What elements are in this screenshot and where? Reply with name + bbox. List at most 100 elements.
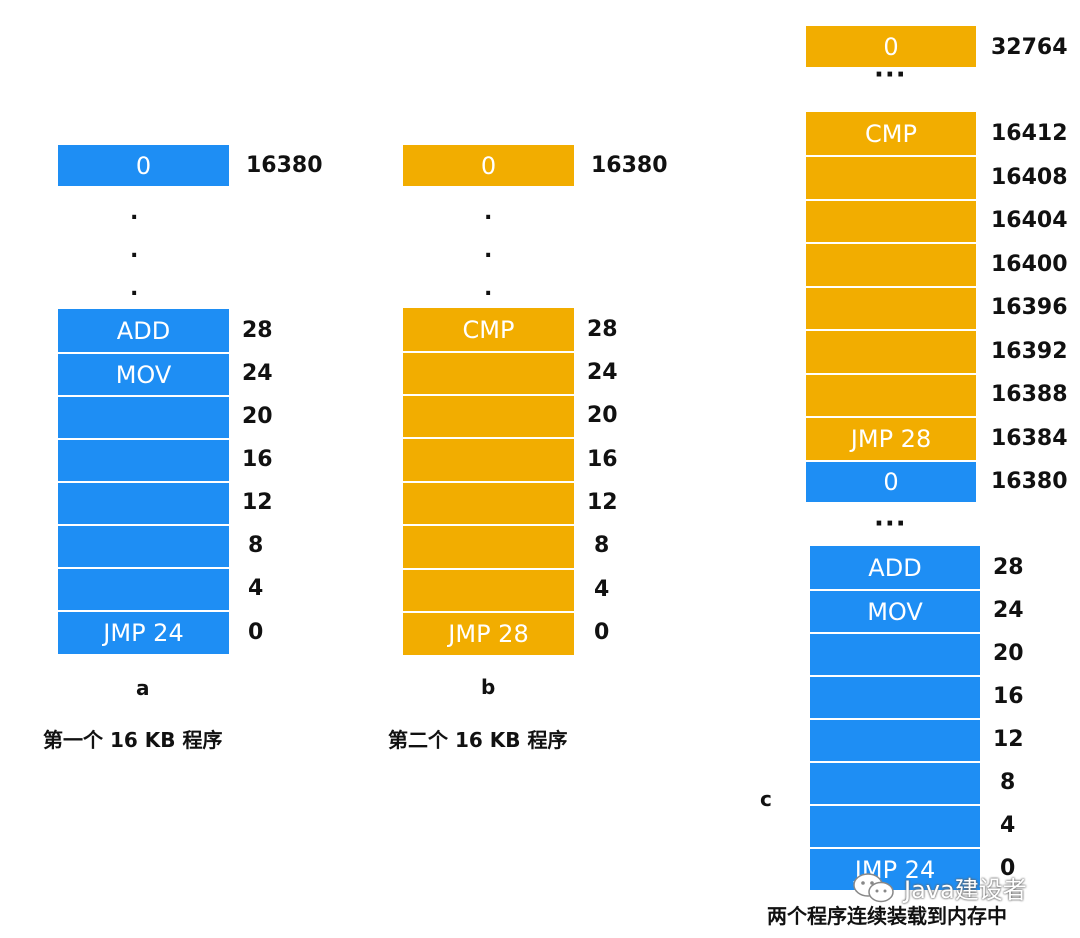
memory-cell: CMP — [403, 308, 574, 351]
watermark: Java建设者 — [852, 870, 1027, 905]
cell-value: JMP 28 — [448, 620, 529, 648]
address-label: 4 — [594, 577, 610, 602]
memory-cell — [403, 394, 574, 437]
watermark-text: Java建设者 — [904, 876, 1027, 904]
memory-cell — [403, 568, 574, 611]
memory-cell — [403, 437, 574, 481]
memory-cell — [806, 373, 976, 416]
address-label: 16400 — [991, 252, 1068, 277]
memory-cell — [58, 395, 229, 438]
memory-cell: JMP 24 — [58, 610, 229, 654]
cell-value: 0 — [480, 151, 497, 180]
cell-value: MOV — [115, 360, 172, 389]
ellipsis-dot: . — [130, 238, 139, 263]
address-label: 16384 — [991, 426, 1068, 451]
address-label: 16380 — [246, 153, 323, 178]
memory-cell: CMP — [806, 112, 976, 155]
address-label: 32764 — [991, 35, 1068, 60]
address-label: 16392 — [991, 339, 1068, 364]
diagram-caption: 第一个 16 KB 程序 — [43, 728, 223, 752]
address-label: 16 — [242, 447, 273, 472]
address-label: 8 — [594, 533, 610, 558]
memory-cell — [806, 199, 976, 242]
memory-cell — [403, 524, 574, 568]
memory-cell: 0 — [806, 460, 976, 502]
address-label: 0 — [248, 620, 264, 645]
memory-cell — [806, 242, 976, 286]
memory-cell — [810, 718, 980, 761]
cell-value: MOV — [867, 597, 923, 626]
address-label: 24 — [587, 360, 618, 385]
memory-cell — [806, 155, 976, 199]
cell-value: CMP — [462, 315, 515, 344]
memory-cell — [806, 329, 976, 373]
address-label: 16408 — [991, 165, 1068, 190]
diagram-label: b — [481, 675, 496, 699]
address-label: 12 — [242, 490, 273, 515]
address-label: 28 — [993, 555, 1024, 580]
address-label: 0 — [1000, 856, 1016, 881]
cell-value: CMP — [865, 119, 917, 148]
address-label: 12 — [993, 727, 1024, 752]
memory-cell: JMP 28 — [806, 416, 976, 460]
address-label: 28 — [242, 318, 273, 343]
diagram-caption: 两个程序连续装载到内存中 — [767, 904, 1007, 928]
cell-value: JMP 28 — [850, 425, 932, 453]
address-label: 16396 — [991, 295, 1068, 320]
memory-cell: ADD — [58, 309, 229, 352]
ellipsis: ··· — [874, 60, 907, 90]
ellipsis-dot: . — [484, 238, 493, 263]
address-label: 16412 — [991, 121, 1068, 146]
address-label: 28 — [587, 317, 618, 342]
address-label: 8 — [1000, 770, 1016, 795]
address-label: 16388 — [991, 382, 1068, 407]
ellipsis-dot: . — [130, 276, 139, 301]
memory-cell — [58, 567, 229, 610]
memory-cell — [810, 804, 980, 847]
memory-cell — [806, 286, 976, 329]
cell-value: 0 — [883, 468, 899, 496]
ellipsis-dot: . — [130, 200, 139, 225]
address-label: 4 — [248, 576, 264, 601]
address-label: 24 — [993, 598, 1024, 623]
address-label: 8 — [248, 533, 264, 558]
memory-cell: 0 — [403, 145, 574, 186]
memory-cell — [810, 761, 980, 804]
memory-cell — [403, 481, 574, 524]
ellipsis-dot: . — [484, 276, 493, 301]
diagram-label: a — [136, 676, 150, 700]
cell-value: ADD — [868, 553, 922, 582]
memory-cell: 0 — [806, 26, 976, 67]
memory-cell: ADD — [810, 546, 980, 589]
memory-cell — [810, 632, 980, 675]
diagram-label: c — [760, 787, 772, 811]
cell-value: ADD — [116, 316, 171, 345]
address-label: 16404 — [991, 208, 1068, 233]
cell-value: JMP 24 — [103, 619, 184, 647]
address-label: 12 — [587, 490, 618, 515]
memory-cell — [58, 438, 229, 481]
memory-cell — [58, 524, 229, 567]
address-label: 24 — [242, 361, 273, 386]
address-label: 16 — [587, 447, 618, 472]
cell-value: 0 — [135, 151, 152, 180]
memory-cell: MOV — [58, 352, 229, 395]
memory-cell — [403, 351, 574, 394]
ellipsis: ··· — [874, 509, 907, 539]
ellipsis-dot: . — [484, 200, 493, 225]
address-label: 20 — [587, 403, 618, 428]
memory-cell — [810, 675, 980, 718]
address-label: 16 — [993, 684, 1024, 709]
memory-cell: JMP 28 — [403, 611, 574, 655]
diagram-caption: 第二个 16 KB 程序 — [388, 728, 568, 752]
memory-cell: 0 — [58, 145, 229, 186]
address-label: 4 — [1000, 813, 1016, 838]
cell-value: 0 — [883, 32, 899, 61]
address-label: 20 — [242, 404, 273, 429]
address-label: 0 — [594, 620, 610, 645]
address-label: 16380 — [591, 153, 668, 178]
memory-cell: MOV — [810, 589, 980, 632]
memory-cell — [58, 481, 229, 524]
wechat-icon — [853, 872, 894, 902]
address-label: 20 — [993, 641, 1024, 666]
